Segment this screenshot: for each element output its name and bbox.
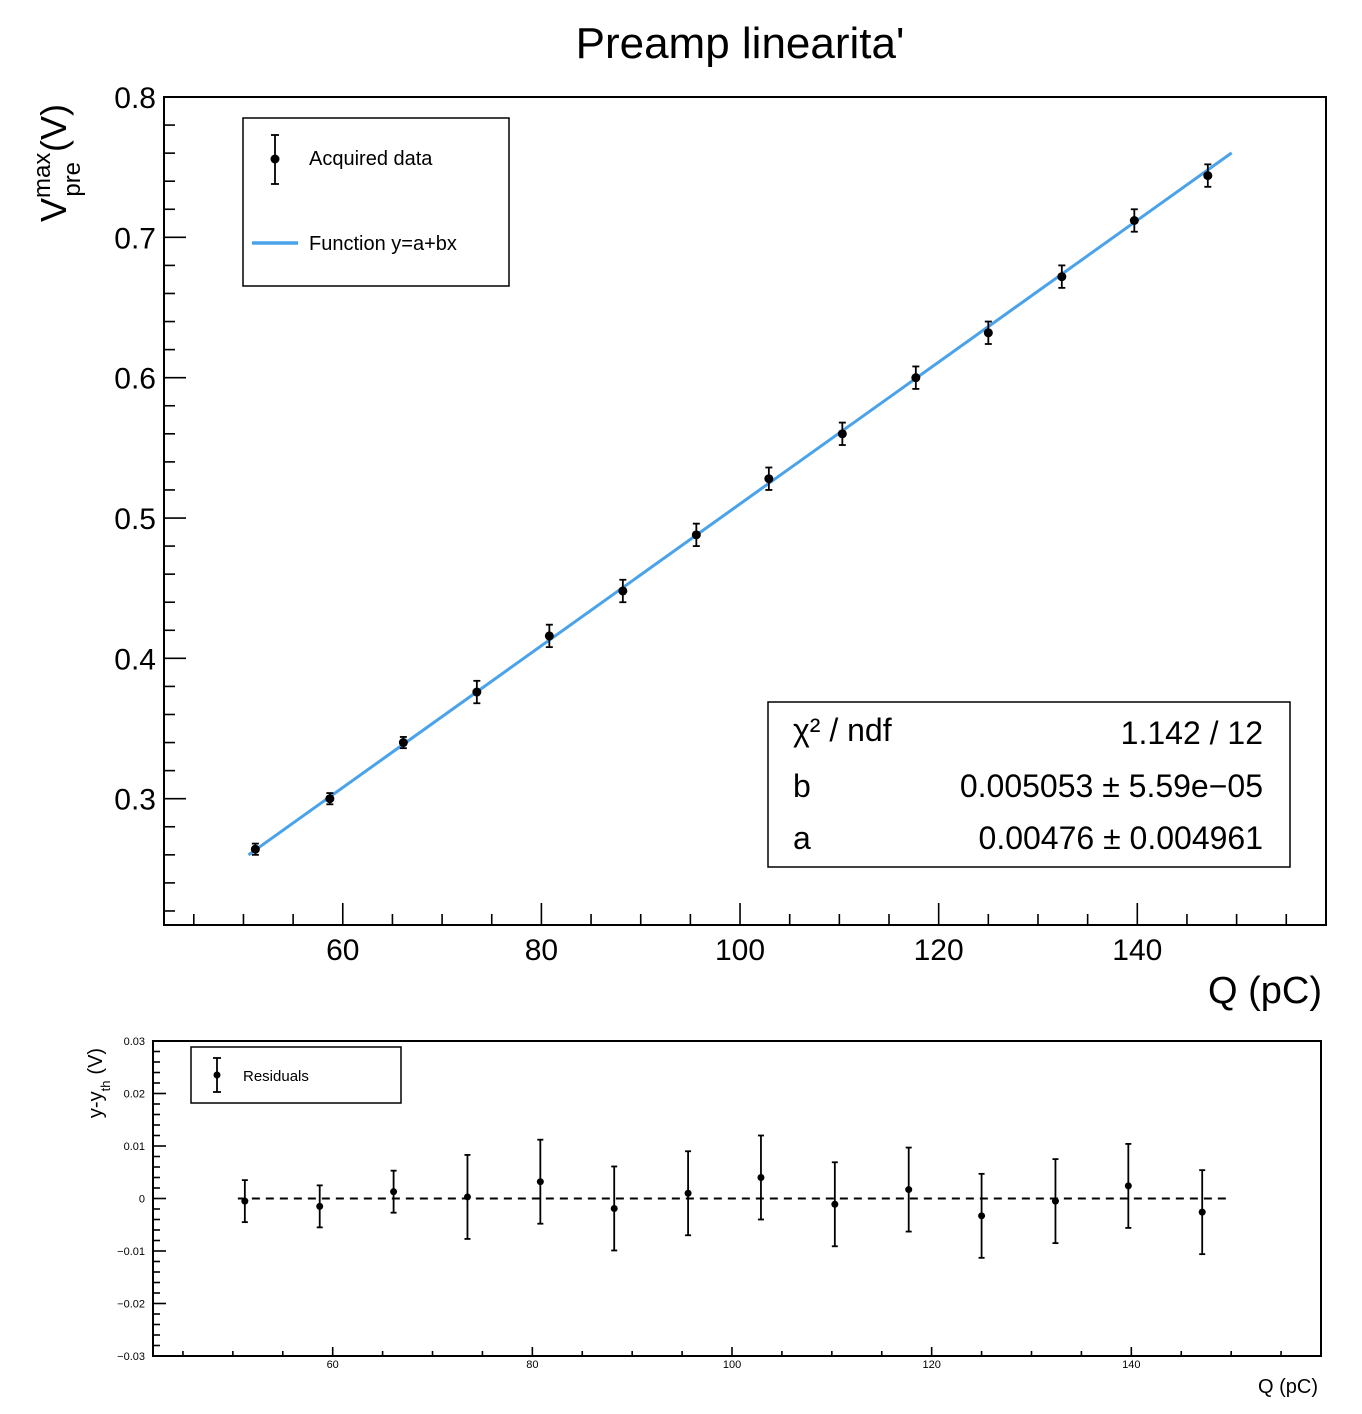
- residuals-legend-box: [190, 1046, 402, 1104]
- residuals-axis-ticks: [153, 1040, 1282, 1357]
- residual-point: [905, 1186, 913, 1194]
- data-point: [472, 687, 482, 697]
- stats-label-a: a: [793, 820, 811, 856]
- residuals-tick-labels: 60 80 100 120 140 −0.03 −0.02 −0.01 0 0.01 0.02 0.0…: [117, 1036, 1140, 1371]
- y-tick-label: 0.4: [114, 643, 156, 676]
- main-legend-box: [242, 117, 510, 287]
- x-tick-label: 140: [1112, 934, 1162, 967]
- residual-y-tick-label: 0.03: [124, 1036, 145, 1048]
- x-tick-label: 120: [914, 934, 964, 967]
- residual-y-tick-label: −0.02: [117, 1299, 145, 1311]
- residual-x-tick-label: 100: [723, 1359, 741, 1371]
- data-point: [1129, 215, 1139, 225]
- residual-point: [316, 1202, 324, 1210]
- residual-point: [241, 1197, 249, 1205]
- residual-y-tick-label: 0.01: [124, 1141, 145, 1153]
- data-point: [544, 631, 554, 641]
- y-tick-label: 0.8: [114, 82, 156, 115]
- data-point: [764, 474, 774, 484]
- residuals-plot: 60 80 100 120 140 −0.03 −0.02 −0.01 0 0.01 0.02 0.0…: [85, 1036, 1322, 1398]
- stats-label-b: b: [793, 768, 811, 804]
- main-plot-frame: [163, 96, 1327, 926]
- residuals-legend: Residuals: [190, 1046, 402, 1104]
- residual-y-tick-label: −0.01: [117, 1246, 145, 1258]
- data-point: [398, 738, 408, 748]
- residual-point: [1198, 1208, 1206, 1216]
- residual-point: [978, 1212, 986, 1220]
- stats-value-b: 0.005053 ± 5.59e−05: [960, 768, 1263, 804]
- stats-label-chi2: χ² / ndf: [793, 712, 892, 748]
- residual-point: [757, 1174, 765, 1181]
- x-tick-label: 60: [326, 934, 359, 967]
- residual-point: [463, 1193, 471, 1201]
- residual-points: [241, 1134, 1206, 1259]
- data-point: [618, 586, 628, 596]
- fit-stats-box: χ² / ndf 1.142 / 12 b 0.005053 ± 5.59e−0…: [767, 701, 1291, 868]
- residual-point: [831, 1200, 839, 1208]
- x-tick-label: 100: [715, 934, 765, 967]
- stats-value-chi2: 1.142 / 12: [1121, 715, 1263, 751]
- y-tick-label: 0.6: [114, 363, 156, 396]
- data-point: [250, 844, 260, 854]
- main-x-axis-label: Q (pC): [1208, 970, 1322, 1012]
- residuals-y-axis-label: y-yth(V): [85, 1048, 113, 1118]
- x-tick-label: 80: [525, 934, 558, 967]
- y-tick-label: 0.5: [114, 503, 156, 536]
- fit-line: [247, 151, 1233, 857]
- data-point: [325, 794, 335, 804]
- legend-label-function: Function y=a+bx: [309, 233, 457, 255]
- data-point: [1057, 272, 1067, 282]
- y-tick-label: 0.7: [114, 222, 156, 255]
- residual-x-tick-label: 120: [922, 1359, 940, 1371]
- data-point: [1203, 171, 1213, 181]
- residual-y-tick-label: 0: [139, 1194, 145, 1206]
- main-legend: Acquired data Function y=a+bx: [242, 117, 510, 287]
- data-points: [250, 163, 1213, 856]
- data-point: [983, 328, 993, 338]
- chart-title: Preamp linearita': [576, 19, 905, 68]
- residual-x-tick-label: 60: [327, 1359, 339, 1371]
- residual-point: [1051, 1197, 1059, 1205]
- residual-point: [610, 1204, 618, 1212]
- residual-x-tick-label: 140: [1122, 1359, 1140, 1371]
- residual-point: [1124, 1182, 1132, 1190]
- fit-stats-frame: [767, 701, 1291, 868]
- residuals-x-axis-label: Q (pC): [1258, 1376, 1318, 1398]
- residual-x-tick-label: 80: [526, 1359, 538, 1371]
- residuals-legend-label: Residuals: [243, 1068, 309, 1085]
- stats-value-a: 0.00476 ± 0.004961: [979, 820, 1263, 856]
- data-point: [911, 373, 921, 383]
- legend-marker-icon: [270, 154, 280, 164]
- residual-y-tick-label: −0.03: [117, 1351, 145, 1363]
- residual-point: [684, 1189, 692, 1197]
- legend-label-acquired-data: Acquired data: [309, 148, 433, 170]
- y-tick-label: 0.3: [114, 784, 156, 817]
- main-y-axis-label: Vmax pre(V): [29, 104, 86, 222]
- main-axis-ticks: [164, 96, 1288, 925]
- residual-point: [390, 1188, 398, 1196]
- residual-y-tick-label: 0.02: [124, 1089, 145, 1101]
- residuals-legend-marker-icon: [213, 1071, 221, 1079]
- residual-point: [536, 1178, 544, 1186]
- data-point: [691, 530, 701, 540]
- data-point: [837, 429, 847, 439]
- main-tick-labels: 60 80 100 120 140 0.3 0.4 0.5 0.6 0.7 0.8: [114, 82, 1162, 967]
- main-plot: Preamp linearita' 60 80 100 120 140 0.3 0.4 0.5…: [29, 19, 1327, 1012]
